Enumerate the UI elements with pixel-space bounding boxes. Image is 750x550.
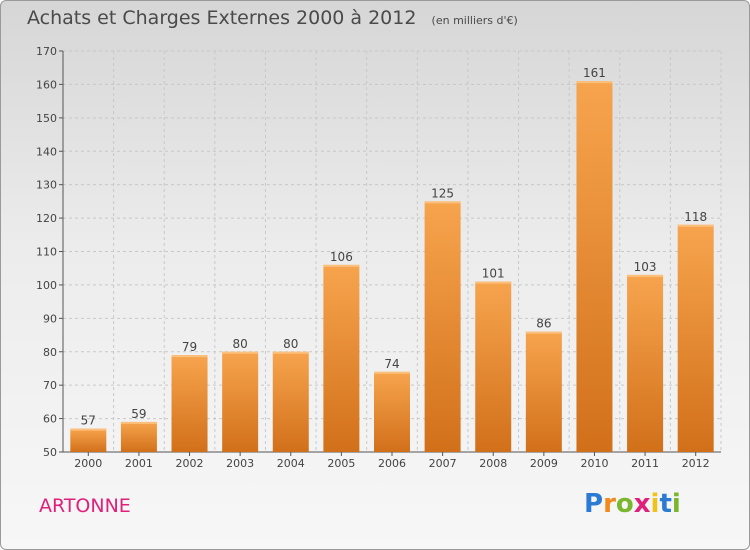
x-tick-label: 2011 bbox=[631, 457, 659, 470]
y-tick-label: 100 bbox=[36, 279, 57, 292]
bar-highlight bbox=[222, 351, 259, 354]
data-label: 74 bbox=[384, 357, 399, 371]
logo-letter: x bbox=[633, 489, 651, 519]
data-label: 59 bbox=[131, 407, 146, 421]
bar-highlight bbox=[374, 371, 410, 374]
bar bbox=[323, 264, 360, 452]
y-tick-label: 50 bbox=[43, 446, 57, 459]
x-tick-label: 2004 bbox=[277, 457, 305, 470]
data-label: 125 bbox=[431, 186, 454, 200]
x-tick-label: 2009 bbox=[530, 457, 558, 470]
x-tick-label: 2005 bbox=[327, 457, 355, 470]
logo-letter: P bbox=[584, 489, 604, 519]
x-tick-label: 2008 bbox=[479, 457, 507, 470]
bar bbox=[677, 224, 714, 452]
chart-title: Achats et Charges Externes 2000 à 2012 bbox=[27, 7, 417, 29]
data-label: 118 bbox=[684, 210, 707, 224]
y-tick-label: 160 bbox=[36, 78, 57, 91]
x-tick-label: 2012 bbox=[682, 457, 710, 470]
y-tick-label: 110 bbox=[36, 246, 57, 259]
labels: 57 2000 59 2001 79 2002 80 2003 80 2004 106 2005 74 2… bbox=[74, 66, 709, 470]
data-label: 161 bbox=[583, 66, 606, 80]
y-tick-label: 70 bbox=[43, 379, 57, 392]
x-tick-label: 2006 bbox=[378, 457, 406, 470]
bar bbox=[272, 351, 309, 452]
bar-highlight bbox=[677, 224, 714, 227]
data-label: 103 bbox=[634, 260, 657, 274]
bar bbox=[374, 371, 410, 452]
x-tick-label: 2007 bbox=[429, 457, 457, 470]
x-tick-label: 2002 bbox=[176, 457, 204, 470]
bar bbox=[70, 428, 107, 452]
title-row: Achats et Charges Externes 2000 à 2012 (… bbox=[27, 7, 518, 29]
bar-highlight bbox=[525, 331, 562, 334]
bar bbox=[627, 274, 664, 452]
bar-highlight bbox=[323, 264, 360, 267]
logo-letter: o bbox=[615, 489, 634, 519]
y-tick-label: 170 bbox=[36, 45, 57, 58]
chart-unit: (en milliers d'€) bbox=[431, 14, 518, 27]
data-label: 101 bbox=[482, 267, 505, 281]
commune-name: ARTONNE bbox=[39, 495, 131, 517]
data-label: 80 bbox=[233, 337, 248, 351]
bar-highlight bbox=[475, 281, 512, 284]
bar-highlight bbox=[120, 421, 157, 424]
bar-highlight bbox=[272, 351, 309, 354]
y-tick-label: 150 bbox=[36, 112, 57, 125]
y-tick-label: 90 bbox=[43, 312, 57, 325]
data-label: 86 bbox=[536, 317, 551, 331]
bars bbox=[70, 81, 714, 452]
bar-highlight bbox=[171, 355, 208, 358]
data-label: 106 bbox=[330, 250, 353, 264]
bar-highlight bbox=[70, 428, 107, 431]
y-tick-label: 60 bbox=[43, 413, 57, 426]
y-tick-label: 120 bbox=[36, 212, 57, 225]
bar bbox=[475, 281, 512, 452]
y-tick-label: 80 bbox=[43, 346, 57, 359]
x-tick-label: 2003 bbox=[226, 457, 254, 470]
proxiti-logo[interactable]: Proxiti bbox=[584, 489, 681, 519]
x-tick-label: 2000 bbox=[74, 457, 102, 470]
bar bbox=[222, 351, 259, 452]
bar bbox=[525, 331, 562, 452]
x-tick-label: 2010 bbox=[580, 457, 608, 470]
data-label: 79 bbox=[182, 340, 197, 354]
y-tick-label: 140 bbox=[36, 145, 57, 158]
logo-letter: i bbox=[650, 489, 660, 519]
logo-letter: r bbox=[603, 489, 616, 519]
bar-highlight bbox=[424, 201, 461, 204]
bar-highlight bbox=[627, 274, 664, 277]
data-label: 57 bbox=[81, 414, 96, 428]
data-label: 80 bbox=[283, 337, 298, 351]
bar bbox=[424, 201, 461, 452]
bar bbox=[120, 421, 157, 452]
logo-letter: t bbox=[659, 489, 672, 519]
bar bbox=[576, 81, 613, 452]
x-tick-label: 2001 bbox=[125, 457, 153, 470]
y-tick-label: 130 bbox=[36, 179, 57, 192]
logo-letter: i bbox=[671, 489, 681, 519]
bar-highlight bbox=[576, 81, 613, 84]
bar bbox=[171, 355, 208, 452]
